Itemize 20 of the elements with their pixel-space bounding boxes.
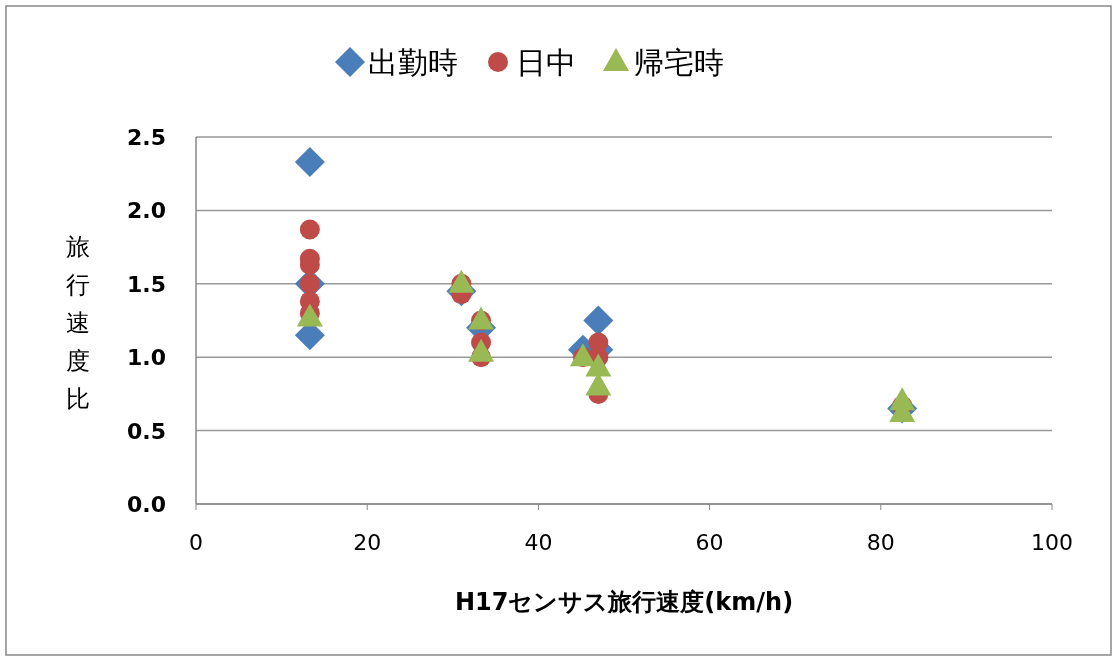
y-axis-title: 旅行速度比 bbox=[66, 233, 90, 413]
x-tick-label: 0 bbox=[189, 530, 203, 555]
point bbox=[299, 219, 320, 240]
x-tick-label: 60 bbox=[695, 530, 724, 555]
x-tick-label: 40 bbox=[524, 530, 553, 555]
x-tick-label: 80 bbox=[866, 530, 895, 555]
y-tick-label: 2.0 bbox=[127, 198, 166, 224]
y-tick-label: 1.0 bbox=[127, 345, 166, 371]
y-tick-label: 2.5 bbox=[127, 125, 166, 150]
legend-label: 日中 bbox=[516, 45, 576, 80]
y-tick-label: 0.5 bbox=[127, 418, 166, 444]
x-tick-label: 20 bbox=[353, 530, 382, 555]
legend-label: 帰宅時 bbox=[634, 45, 724, 80]
point bbox=[294, 146, 325, 177]
point bbox=[583, 305, 614, 336]
x-axis-title: H17センサス旅行速度(km/h) bbox=[454, 588, 794, 616]
x-tick-label: 100 bbox=[1031, 530, 1073, 555]
y-tick-label: 0.0 bbox=[127, 492, 166, 517]
legend-label: 出勤時 bbox=[368, 45, 458, 80]
y-tick-label: 1.5 bbox=[127, 271, 166, 297]
